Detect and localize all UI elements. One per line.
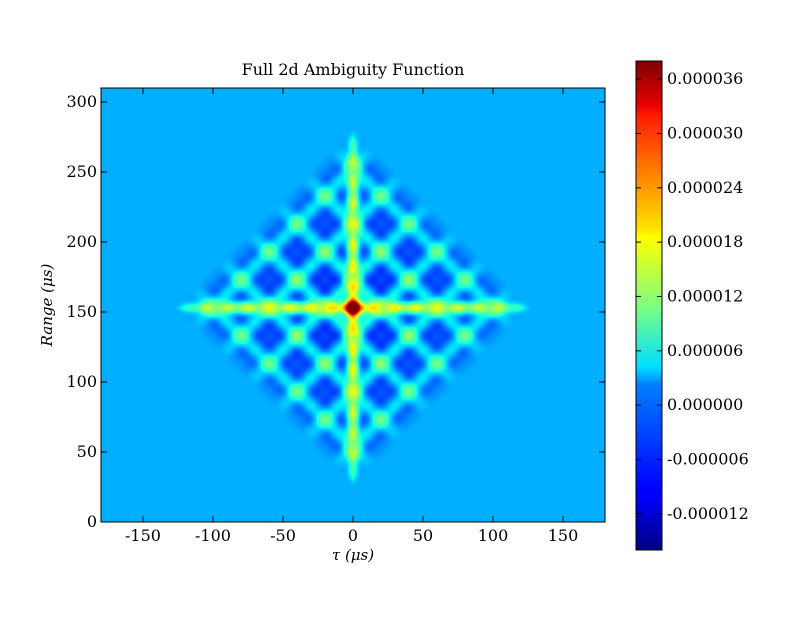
x-tick-label: -100 (195, 526, 231, 545)
x-tick-label: -50 (270, 526, 296, 545)
y-tick-label: 250 (66, 162, 97, 181)
chart-title: Full 2d Ambiguity Function (242, 60, 465, 79)
y-axis-label: Range (μs) (38, 264, 56, 348)
heatmap-canvas (101, 88, 605, 522)
colorbar-tick-label: 0.000000 (667, 395, 743, 414)
y-axis-ticks: 0 50 100 150 200 250 300 (66, 92, 605, 531)
x-tick-label: 50 (413, 526, 433, 545)
colorbar-tick-label: 0.000018 (667, 232, 743, 251)
colorbar-ticks: 0.000036 0.000030 0.000024 0.000018 0.000012… (636, 69, 749, 523)
colorbar-gradient (635, 60, 663, 551)
y-tick-label: 200 (66, 232, 97, 251)
x-axis-ticks: -150 -100 -50 0 50 100 150 (125, 88, 578, 545)
x-axis-label: τ (μs) (332, 546, 374, 564)
colorbar-tick-label: 0.000012 (667, 286, 743, 305)
colorbar-tick-label: 0.000024 (667, 178, 743, 197)
x-tick-label: -150 (125, 526, 161, 545)
colorbar-tick-label: 0.000006 (667, 341, 743, 360)
colorbar-tick-label: -0.000006 (667, 449, 749, 468)
colorbar: 0.000036 0.000030 0.000024 0.000018 0.000012… (635, 60, 749, 551)
y-tick-label: 150 (66, 302, 97, 321)
y-tick-label: 300 (66, 92, 97, 111)
x-tick-label: 100 (478, 526, 509, 545)
y-tick-label: 100 (66, 372, 97, 391)
heatmap-layer (101, 88, 605, 522)
colorbar-tick-label: 0.000030 (667, 123, 743, 142)
x-tick-label: 0 (348, 526, 358, 545)
plot-area (100, 87, 606, 523)
colorbar-tick-label: 0.000036 (667, 69, 743, 88)
y-tick-label: 50 (77, 442, 97, 461)
x-tick-label: 150 (548, 526, 579, 545)
y-tick-label: 0 (87, 512, 97, 531)
colorbar-tick-label: -0.000012 (667, 504, 749, 523)
